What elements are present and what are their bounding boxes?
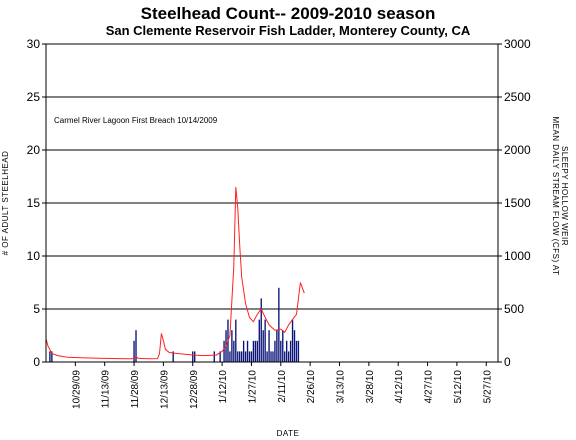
steelhead-bar: [291, 319, 294, 362]
x-tick-label: 1/12/10: [218, 370, 229, 404]
right-tick-label: 3000: [504, 37, 531, 51]
steelhead-bar: [282, 330, 284, 362]
x-tick-label: 12/28/09: [189, 370, 200, 409]
steelhead-bar: [268, 330, 270, 362]
right-tick-label: 500: [504, 302, 524, 316]
steelhead-bar: [254, 340, 257, 362]
steelhead-bar: [258, 319, 260, 362]
steelhead-bar: [266, 351, 268, 362]
steelhead-bar: [231, 330, 233, 362]
steelhead-bar: [293, 330, 296, 362]
x-tick-label: 3/13/10: [336, 370, 347, 404]
steelhead-bar: [289, 340, 292, 362]
left-tick-label: 20: [27, 143, 41, 157]
x-tick-label: 3/28/10: [365, 370, 376, 404]
right-tick-label: 1500: [504, 196, 531, 210]
steelhead-bar: [262, 330, 264, 362]
steelhead-bar: [240, 351, 243, 362]
steelhead-bar: [51, 351, 53, 362]
flow-line: [45, 187, 305, 360]
right-tick-label: 0: [504, 355, 511, 369]
steelhead-bar: [285, 340, 288, 362]
left-tick-label: 25: [27, 90, 41, 104]
right-tick-label: 2000: [504, 143, 531, 157]
steelhead-bar: [237, 351, 239, 362]
x-tick-label: 12/13/09: [159, 370, 170, 409]
steelhead-bar: [256, 340, 259, 362]
steelhead-bar: [276, 330, 278, 362]
right-axis-ticks: 0 500 1000 1500 2000 2500 3000: [498, 37, 531, 369]
x-tick-label: 11/13/09: [101, 370, 112, 409]
x-tick-label: 10/29/09: [71, 370, 82, 409]
grid-layer: [46, 43, 498, 310]
x-tick-label: 4/12/10: [394, 370, 405, 404]
steelhead-bar: [280, 340, 282, 362]
x-tick-label: 4/27/10: [424, 370, 435, 404]
breach-annotation: Carmel River Lagoon First Breach 10/14/2…: [54, 116, 218, 125]
steelhead-bar: [272, 351, 274, 362]
steelhead-bar: [250, 351, 253, 362]
right-tick-label: 1000: [504, 249, 531, 263]
steelhead-bar: [270, 351, 272, 362]
left-tick-label: 0: [33, 355, 40, 369]
steelhead-bar: [284, 351, 286, 362]
steelhead-bar: [223, 340, 225, 362]
steelhead-bar: [192, 351, 194, 362]
steelhead-bar: [213, 351, 215, 362]
left-tick-label: 10: [27, 249, 41, 263]
chart-title: Steelhead Count-- 2009-2010 season: [141, 4, 436, 23]
steelhead-bar: [235, 319, 237, 362]
x-tick-label: 2/11/10: [277, 370, 288, 403]
steelhead-bar: [252, 340, 255, 362]
steelhead-bar: [264, 319, 266, 362]
x-tick-label: 5/12/10: [453, 370, 464, 404]
left-tick-label: 5: [33, 302, 40, 316]
steelhead-bar: [244, 351, 247, 362]
x-tick-label: 2/26/10: [306, 370, 317, 404]
steelhead-bar: [295, 340, 298, 362]
steelhead-bar: [239, 351, 241, 362]
steelhead-bar: [49, 351, 51, 362]
x-axis-ticks: 10/29/09 11/13/09 11/28/09 12/13/09 12/28/09…: [71, 362, 493, 409]
steelhead-bar: [219, 351, 221, 362]
steelhead-bar: [172, 351, 174, 362]
chart-subtitle: San Clemente Reservoir Fish Ladder, Mont…: [106, 23, 471, 38]
steelhead-bar: [135, 330, 137, 362]
steelhead-bar: [248, 351, 251, 362]
left-tick-label: 30: [27, 37, 41, 51]
steelhead-bar: [133, 340, 135, 362]
steelhead-bar: [287, 351, 290, 362]
steelhead-bar: [242, 340, 245, 362]
steelhead-bar: [274, 340, 276, 362]
steelhead-bar: [278, 287, 280, 362]
steelhead-bar: [229, 351, 231, 362]
x-tick-label: 1/27/10: [248, 370, 259, 404]
left-axis-ticks: 0 5 10 15 20 25 30: [27, 37, 46, 369]
y2-axis-label-line1: MEAN DAILY STREAM FLOW (CFS) AT: [551, 116, 560, 275]
y-axis-label: # OF ADULT STEELHEAD: [1, 151, 10, 256]
steelhead-bar: [260, 298, 262, 362]
steelhead-bar: [246, 340, 249, 362]
x-axis-label: DATE: [277, 429, 300, 438]
steelhead-bar: [233, 340, 235, 362]
flow-line-layer: [45, 187, 305, 360]
x-tick-label: 5/27/10: [482, 370, 493, 404]
x-tick-label: 11/28/09: [130, 370, 141, 409]
left-tick-label: 15: [27, 196, 41, 210]
bar-layer: [49, 287, 300, 362]
steelhead-bar: [194, 351, 196, 362]
y2-axis-label-line2: SLEEPY HOLLOW WEIR: [560, 146, 569, 246]
steelhead-bar: [297, 340, 300, 362]
right-tick-label: 2500: [504, 90, 531, 104]
